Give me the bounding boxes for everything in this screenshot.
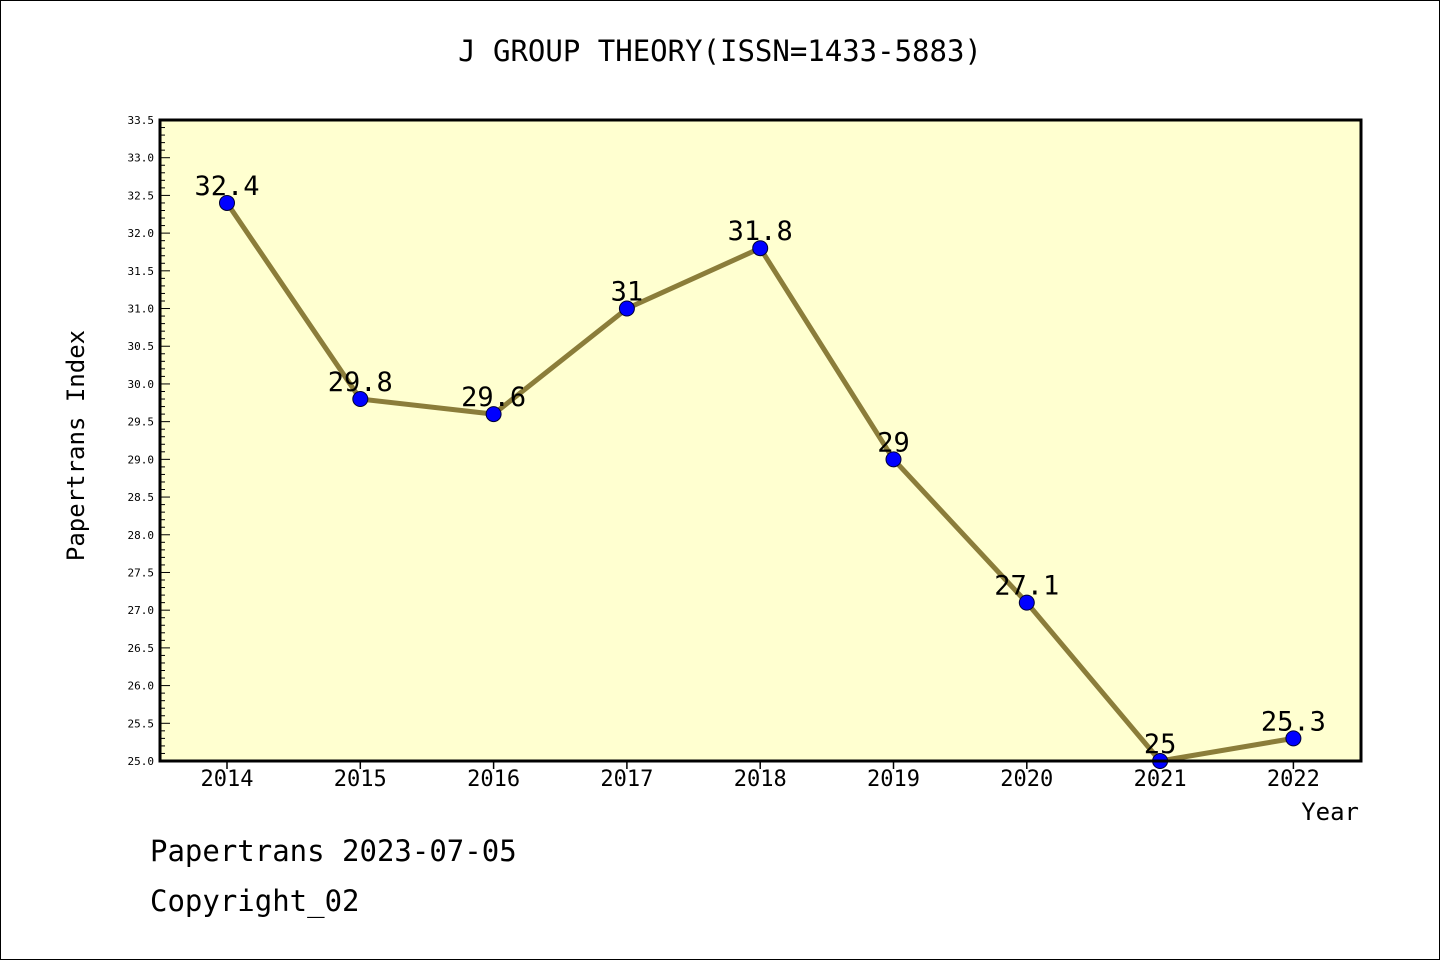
y-tick-label: 26.5 [128, 642, 155, 655]
data-label: 27.1 [994, 571, 1059, 602]
x-tick-label: 2021 [1134, 767, 1187, 792]
y-tick-label: 27.5 [128, 566, 155, 579]
y-tick-label: 25.5 [128, 717, 155, 730]
data-label: 32.4 [194, 171, 259, 202]
x-tick-label: 2019 [867, 767, 920, 792]
data-point [618, 300, 635, 317]
data-label: 31 [611, 277, 644, 308]
x-tick-label: 2014 [201, 767, 254, 792]
y-tick-label: 30.5 [128, 340, 155, 353]
y-tick-label: 33.5 [128, 114, 155, 127]
x-tick-label: 2020 [1000, 767, 1053, 792]
y-axis-ticks: 25.0 25.5 26.0 26.5 27.0 27.5 28.0 28.5 29.0 29.5… [128, 114, 155, 768]
footer-copyright: Copyright_02 [150, 884, 360, 918]
y-tick-label: 25.0 [128, 755, 155, 768]
data-point [752, 240, 769, 257]
plot-area [160, 120, 1361, 761]
x-axis-label: Year [1301, 798, 1359, 826]
y-tick-label: 33.0 [128, 152, 155, 165]
x-tick-label: 2015 [334, 767, 387, 792]
data-point [352, 391, 369, 408]
data-label: 31.8 [728, 216, 793, 247]
data-label: 25.3 [1261, 706, 1326, 737]
y-axis-label: Papertrans Index [62, 330, 90, 561]
data-points [219, 194, 1302, 769]
data-label: 29 [877, 427, 910, 458]
data-label: 29.8 [328, 367, 393, 398]
data-point [885, 451, 902, 468]
x-axis-ticks: 2014 2015 2016 2017 2018 2019 2020 2021 2022 [201, 761, 1320, 792]
data-label: 25 [1144, 729, 1177, 760]
y-tick-label: 28.0 [128, 529, 155, 542]
x-tick-label: 2018 [734, 767, 787, 792]
y-tick-label: 31.0 [128, 303, 155, 316]
y-tick-label: 31.5 [128, 265, 155, 278]
y-tick-label: 32.0 [128, 227, 155, 240]
y-tick-label: 29.5 [128, 416, 155, 429]
data-labels: 32.4 29.8 29.6 31 31.8 29 27.1 25 25.3 [194, 171, 1325, 760]
y-tick-label: 32.5 [128, 189, 155, 202]
data-point [1285, 730, 1302, 747]
x-tick-label: 2016 [467, 767, 520, 792]
data-point [1018, 594, 1035, 611]
x-tick-label: 2017 [600, 767, 653, 792]
y-tick-label: 26.0 [128, 680, 155, 693]
x-tick-label: 2022 [1267, 767, 1320, 792]
data-label: 29.6 [461, 382, 526, 413]
y-tick-label: 28.5 [128, 491, 155, 504]
y-tick-label: 30.0 [128, 378, 155, 391]
data-point [485, 406, 502, 423]
chart-title: J GROUP THEORY(ISSN=1433-5883) [458, 34, 982, 68]
data-point [219, 194, 235, 211]
plot-border [158, 118, 1363, 763]
y-tick-label: 29.0 [128, 453, 155, 466]
footer-date: Papertrans 2023-07-05 [150, 834, 517, 868]
y-tick-label: 27.0 [128, 604, 155, 617]
